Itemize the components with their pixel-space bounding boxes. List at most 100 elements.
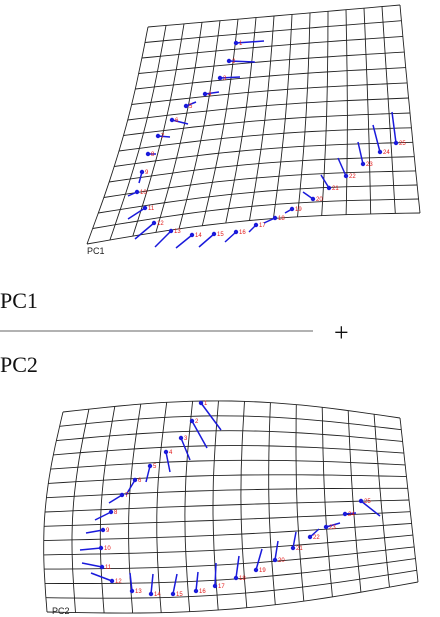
landmark-point-6 bbox=[169, 117, 175, 123]
landmark-number-25: 25 bbox=[399, 141, 406, 147]
landmark-vector-13 bbox=[154, 230, 172, 248]
landmark-number-15: 15 bbox=[176, 592, 183, 598]
landmark-number-23: 23 bbox=[329, 525, 336, 531]
landmark-number-15: 15 bbox=[217, 232, 224, 238]
landmark-point-13 bbox=[168, 228, 174, 234]
landmark-vector-12 bbox=[90, 572, 113, 582]
landmark-point-16 bbox=[193, 588, 199, 594]
landmark-number-2: 2 bbox=[232, 59, 236, 65]
landmark-point-20 bbox=[272, 557, 278, 563]
landmark-number-17: 17 bbox=[218, 584, 225, 590]
landmark-point-15 bbox=[170, 591, 176, 597]
landmark-number-20: 20 bbox=[278, 558, 285, 564]
landmark-number-5: 5 bbox=[189, 104, 193, 110]
landmark-vector-4 bbox=[165, 451, 171, 473]
grid-row-line bbox=[46, 487, 408, 499]
grid-row-line bbox=[56, 430, 403, 442]
grid-row-line bbox=[46, 581, 419, 614]
landmark-point-24 bbox=[342, 511, 348, 517]
grid-column-line bbox=[132, 23, 185, 237]
landmark-point-18 bbox=[233, 575, 239, 581]
pc1-grid-label: PC1 bbox=[87, 246, 105, 256]
landmark-vector-14 bbox=[150, 573, 154, 595]
grid-row-line bbox=[43, 534, 413, 556]
landmark-vector-2 bbox=[228, 60, 256, 63]
landmark-vector-10 bbox=[79, 547, 102, 551]
grid-column-line bbox=[109, 25, 167, 241]
landmark-point-24 bbox=[377, 149, 383, 155]
landmark-number-2: 2 bbox=[195, 419, 199, 425]
landmark-number-6: 6 bbox=[138, 478, 142, 484]
landmark-number-21: 21 bbox=[296, 546, 303, 552]
landmark-vector-12 bbox=[134, 222, 155, 240]
grid-row-line bbox=[44, 558, 416, 584]
landmark-vector-11 bbox=[81, 562, 103, 568]
landmark-vector-6 bbox=[125, 479, 136, 496]
landmark-vector-4 bbox=[204, 91, 220, 95]
landmark-number-9: 9 bbox=[106, 528, 110, 534]
landmark-vector-1 bbox=[200, 402, 222, 431]
landmark-point-8 bbox=[145, 151, 151, 157]
landmark-point-19 bbox=[253, 567, 259, 573]
grid-row-line bbox=[59, 415, 402, 431]
landmark-point-17 bbox=[212, 583, 218, 589]
landmark-number-6: 6 bbox=[175, 118, 179, 124]
landmark-number-21: 21 bbox=[332, 186, 339, 192]
pc1-deformation-grid bbox=[86, 4, 421, 245]
grid-row-line bbox=[50, 459, 406, 470]
landmark-vector-13 bbox=[129, 572, 133, 592]
plus-sign: + bbox=[334, 318, 349, 347]
landmark-number-4: 4 bbox=[208, 92, 212, 98]
landmark-point-1 bbox=[198, 400, 204, 406]
grid-row-line bbox=[44, 499, 410, 513]
grid-column-line bbox=[399, 4, 421, 214]
landmark-number-22: 22 bbox=[313, 535, 320, 541]
landmark-number-5: 5 bbox=[153, 464, 157, 470]
landmark-number-7: 7 bbox=[161, 134, 165, 140]
landmark-point-10 bbox=[98, 545, 104, 551]
landmark-point-6 bbox=[132, 477, 138, 483]
landmark-vector-3 bbox=[219, 76, 241, 79]
grid-row-line bbox=[103, 170, 416, 198]
landmark-point-21 bbox=[290, 545, 296, 551]
grid-row-line bbox=[123, 112, 411, 136]
landmark-point-21 bbox=[326, 185, 332, 191]
landmark-point-20 bbox=[310, 196, 316, 202]
landmark-number-18: 18 bbox=[278, 216, 285, 222]
landmark-point-10 bbox=[134, 189, 140, 195]
grid-row-line bbox=[48, 474, 407, 484]
landmark-point-11 bbox=[142, 205, 148, 211]
landmark-point-9 bbox=[139, 169, 145, 175]
landmark-point-2 bbox=[189, 418, 195, 424]
landmark-number-13: 13 bbox=[174, 229, 181, 235]
grid-row-line bbox=[135, 67, 406, 90]
grid-row-line bbox=[118, 127, 412, 152]
landmark-vector-14 bbox=[175, 234, 193, 249]
pc2-caption: PC2 bbox=[0, 352, 38, 377]
landmark-number-16: 16 bbox=[199, 589, 206, 595]
landmark-vector-8 bbox=[94, 511, 112, 521]
landmark-number-12: 12 bbox=[115, 579, 122, 585]
landmark-number-13: 13 bbox=[135, 589, 142, 595]
landmark-point-4 bbox=[202, 91, 208, 97]
landmark-vector-2 bbox=[191, 420, 208, 449]
landmark-point-8 bbox=[108, 509, 114, 515]
landmark-vector-21 bbox=[292, 531, 297, 549]
grid-row-line bbox=[43, 522, 412, 542]
landmark-vector-24 bbox=[372, 124, 381, 153]
landmark-point-14 bbox=[148, 591, 154, 597]
landmark-vector-7 bbox=[108, 494, 123, 504]
landmark-vector-16 bbox=[195, 571, 199, 592]
landmark-number-14: 14 bbox=[195, 233, 202, 239]
landmark-vector-3 bbox=[180, 437, 191, 461]
landmark-point-15 bbox=[211, 231, 217, 237]
landmark-point-23 bbox=[323, 524, 329, 530]
landmark-vector-16 bbox=[224, 231, 237, 243]
landmark-point-19 bbox=[289, 206, 295, 212]
landmark-point-12 bbox=[109, 578, 115, 584]
grid-row-line bbox=[131, 82, 408, 105]
